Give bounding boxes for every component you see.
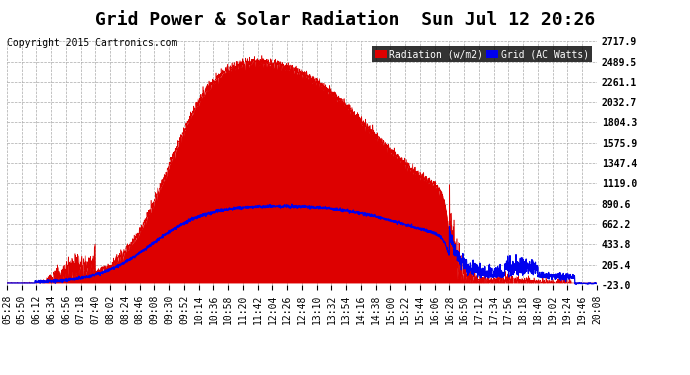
Text: Copyright 2015 Cartronics.com: Copyright 2015 Cartronics.com	[7, 38, 177, 48]
Text: Grid Power & Solar Radiation  Sun Jul 12 20:26: Grid Power & Solar Radiation Sun Jul 12 …	[95, 11, 595, 29]
Legend: Radiation (w/m2), Grid (AC Watts): Radiation (w/m2), Grid (AC Watts)	[372, 46, 592, 62]
